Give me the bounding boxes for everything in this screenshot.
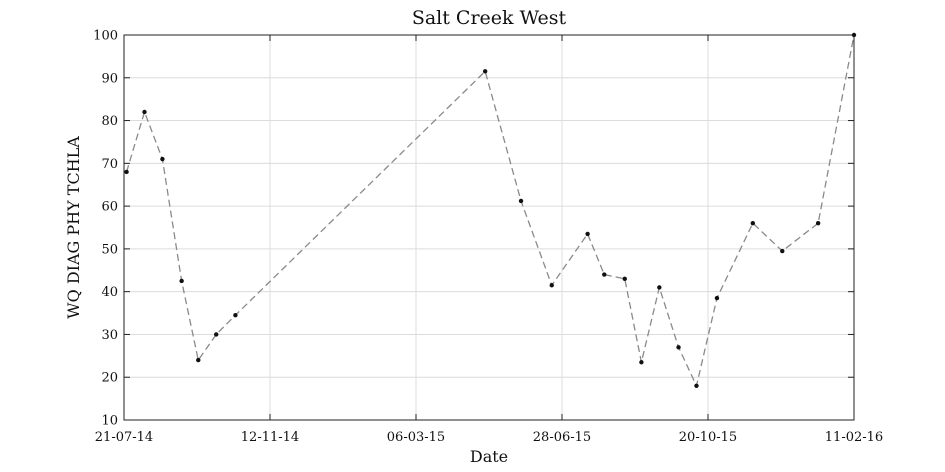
y-tick-label: 50 [101,242,118,257]
y-tick-label: 60 [101,200,118,215]
series-line-group [125,34,855,388]
x-tick-label: 20-10-15 [679,430,737,445]
y-tick-label: 40 [101,285,118,300]
y-tick-label: 30 [101,328,118,343]
x-tick-label: 28-06-15 [533,430,591,445]
x-tick-label: 21-07-14 [95,430,153,445]
data-point [815,221,821,226]
data-point [160,156,165,162]
data-point [714,295,720,301]
plot-area-frame [123,34,855,421]
data-point [482,69,488,74]
data-point [142,109,147,115]
data-point [851,32,857,38]
axis-ticks [123,34,855,421]
y-tick-label: 100 [93,29,118,44]
y-tick-label: 20 [101,371,118,386]
data-point [179,278,184,284]
data-point [124,169,129,175]
data-point [780,248,785,254]
y-tick-label: 80 [101,114,118,129]
y-tick-label: 70 [101,157,118,172]
data-point [639,360,644,365]
series-line [125,34,855,388]
data-point [657,285,662,290]
y-tick-label: 90 [101,71,118,86]
x-tick-label: 06-03-15 [387,430,445,445]
x-tick-label: 12-11-14 [241,430,299,445]
x-tick-label: 11-02-16 [825,430,883,445]
data-point [750,221,756,226]
data-point [196,357,201,363]
data-point [602,272,607,277]
grid [124,35,854,420]
data-point [549,283,554,288]
data-point [676,345,681,350]
data-point [214,332,219,337]
data-point [233,312,238,318]
data-point [585,231,590,237]
data-point [694,383,699,388]
y-tick-label: 10 [101,414,118,429]
y-axis-label: WQ DIAG PHY TCHLA [64,136,83,319]
chart-title: Salt Creek West [412,7,567,29]
series-points [124,32,857,388]
data-point [622,276,627,282]
data-point [518,198,524,204]
x-axis-label: Date [470,447,508,466]
